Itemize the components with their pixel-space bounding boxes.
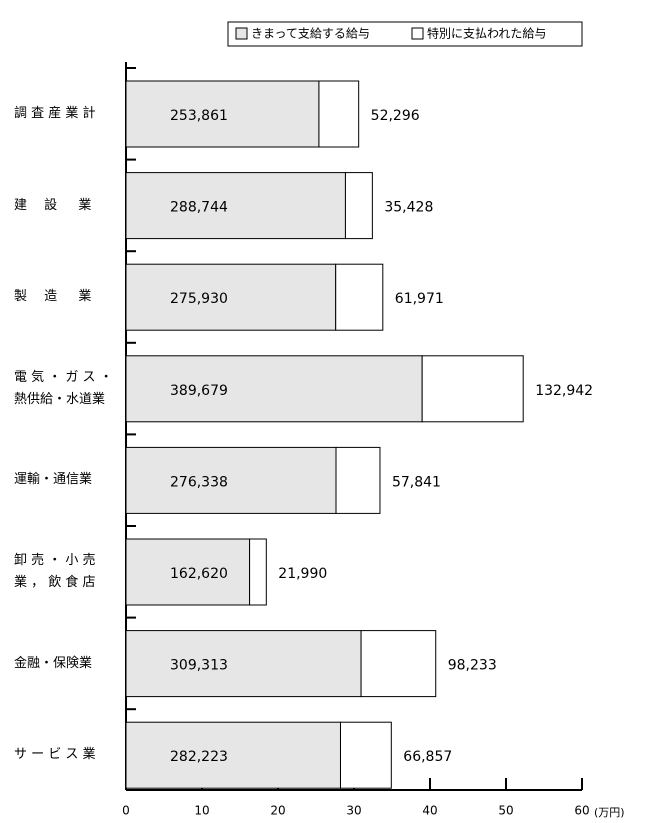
legend-swatch	[235, 27, 248, 40]
value-label: 98,233	[448, 658, 497, 674]
bar-segment	[318, 80, 360, 148]
value-label: 282,223	[170, 749, 228, 765]
value-label: 309,313	[170, 658, 228, 674]
bar-segment	[125, 721, 341, 789]
value-label: 276,338	[170, 474, 228, 490]
x-tick-label: 0	[122, 804, 130, 818]
y-tick-label: 卸 売 ・ 小 売 業 ， 飲 食 店	[14, 553, 96, 590]
y-tick-label: 電 気 ・ ガ ス ・ 熱供給・水道業	[14, 369, 113, 407]
y-tick-label: 金融・保険業	[14, 655, 93, 671]
bar-segment	[421, 355, 524, 423]
y-tick-label: 建 設 業	[14, 197, 92, 213]
bar-segment	[249, 538, 267, 606]
x-tick-label: 60	[574, 804, 589, 818]
bar-segment	[125, 538, 251, 606]
bar-segment	[339, 721, 392, 789]
legend-label: きまって支給する給与	[251, 27, 370, 41]
value-label: 162,620	[170, 566, 228, 582]
x-tick-label: 30	[346, 804, 361, 818]
x-tick-label: 20	[270, 804, 285, 818]
value-label: 21,990	[278, 566, 327, 582]
value-label: 52,296	[371, 108, 420, 124]
y-tick-label: 運輸・通信業	[14, 472, 93, 488]
legend-label: 特別に支払われた給与	[427, 26, 546, 41]
value-label: 61,971	[395, 291, 444, 307]
y-tick-label: 製 造 業	[14, 289, 92, 305]
value-label: 35,428	[384, 200, 433, 216]
value-label: 253,861	[170, 108, 228, 124]
value-label: 66,857	[403, 749, 452, 765]
x-tick-label: 10	[194, 804, 209, 818]
value-label: 389,679	[170, 383, 228, 399]
bar-segment	[125, 630, 362, 698]
value-label: 288,744	[170, 200, 228, 216]
x-tick-label: 50	[498, 804, 513, 818]
legend-frame	[227, 21, 583, 47]
legend-swatch	[411, 27, 424, 40]
bar-segment	[125, 446, 337, 514]
bar-segment	[125, 355, 423, 423]
bar-segment	[344, 172, 373, 240]
bar-segment	[125, 172, 346, 240]
value-label: 132,942	[535, 383, 593, 399]
x-axis-unit: (万円)	[594, 806, 625, 819]
value-label: 57,841	[392, 474, 441, 490]
bar-segment	[335, 446, 381, 514]
y-tick-label: 調 査 産 業 計	[14, 106, 96, 121]
y-tick-label: サ ー ビ ス 業	[14, 747, 96, 763]
value-label: 275,930	[170, 291, 228, 307]
bar-segment	[360, 630, 437, 698]
bar-segment	[335, 263, 384, 331]
bar-segment	[125, 263, 337, 331]
x-tick-label: 40	[422, 804, 437, 818]
